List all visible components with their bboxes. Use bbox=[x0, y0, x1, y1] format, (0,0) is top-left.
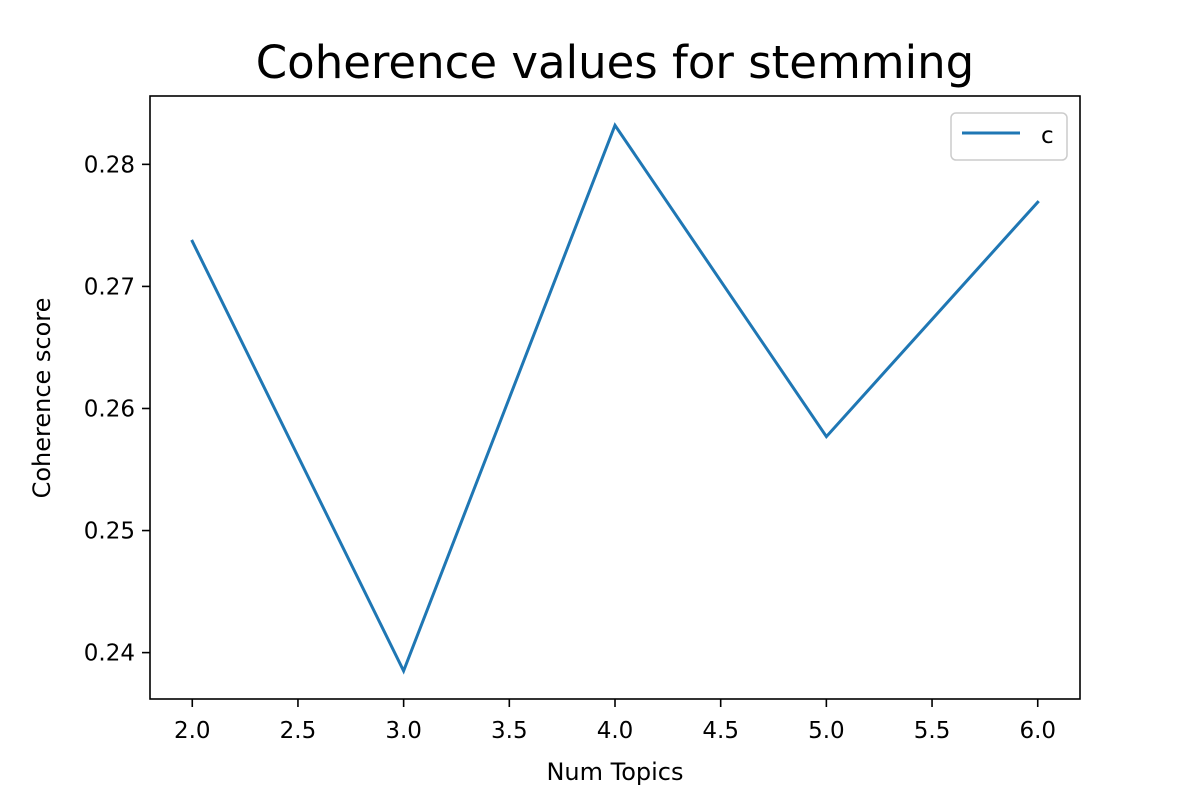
series-line-c bbox=[190, 122, 1040, 675]
y-tick-label: 0.26 bbox=[84, 396, 135, 422]
y-axis-label: Coherence score bbox=[28, 298, 56, 499]
legend-box bbox=[950, 112, 1068, 161]
x-tick-label: 4.0 bbox=[597, 718, 634, 744]
x-axis-label: Num Topics bbox=[546, 758, 683, 786]
x-tick-label: 2.5 bbox=[280, 718, 317, 744]
x-tick-label: 3.0 bbox=[385, 718, 422, 744]
x-tick-label: 4.5 bbox=[702, 718, 739, 744]
legend-label-c: c bbox=[1041, 123, 1054, 149]
y-tick-label: 0.27 bbox=[84, 274, 135, 300]
x-tick-label: 5.0 bbox=[808, 718, 845, 744]
x-tick-label: 3.5 bbox=[491, 718, 528, 744]
y-tick-label: 0.28 bbox=[84, 152, 135, 178]
legend: c bbox=[950, 112, 1068, 161]
x-axis: 2.0 2.5 3.0 3.5 4.0 4.5 5.0 5.5 6.0 bbox=[174, 699, 1056, 744]
y-tick-label: 0.25 bbox=[84, 519, 135, 545]
x-tick-label: 6.0 bbox=[1019, 718, 1056, 744]
chart-title: Coherence values for stemming bbox=[256, 36, 974, 89]
x-tick-label: 5.5 bbox=[914, 718, 951, 744]
y-tick-label: 0.24 bbox=[84, 641, 135, 667]
y-axis: 0.24 0.25 0.26 0.27 0.28 bbox=[84, 152, 150, 667]
x-tick-label: 2.0 bbox=[174, 718, 211, 744]
